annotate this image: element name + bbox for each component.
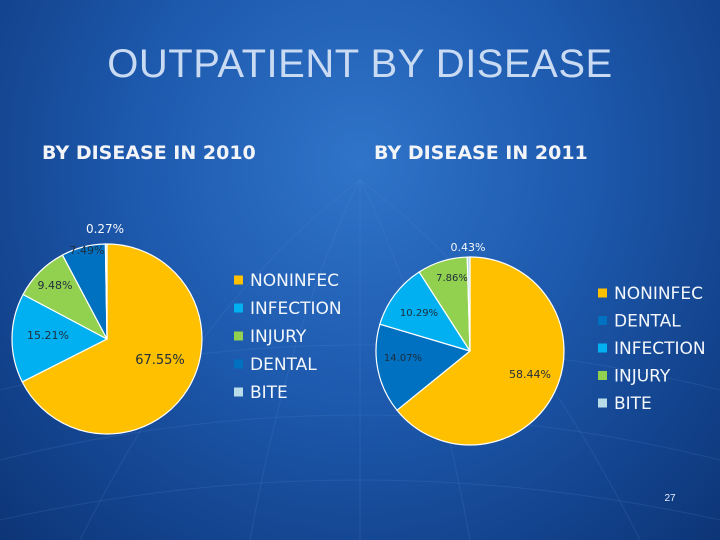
pie-slice-infection bbox=[11, 293, 108, 383]
page-number: 27 bbox=[664, 493, 676, 504]
legend-label-injury: INJURY bbox=[250, 327, 307, 347]
pie-slice-bite bbox=[104, 243, 108, 340]
pie-slice-noninfec bbox=[396, 256, 565, 446]
data-label-injury: 9.48% bbox=[38, 279, 73, 292]
data-label-infection: 15.21% bbox=[27, 329, 69, 342]
legend-label-dental: DENTAL bbox=[250, 355, 317, 375]
legend-swatch-noninfec bbox=[598, 288, 607, 298]
data-label-infection: 10.29% bbox=[400, 308, 438, 319]
legend-swatch-injury bbox=[234, 331, 243, 341]
legend-label-dental: DENTAL bbox=[614, 312, 681, 332]
pie-slice-noninfec bbox=[21, 243, 203, 435]
legend-label-infection: INFECTION bbox=[250, 299, 342, 319]
data-label-bite: 0.43% bbox=[451, 241, 486, 254]
legend-swatch-bite bbox=[598, 398, 607, 408]
legend-label-noninfec: NONINFEC bbox=[614, 284, 703, 304]
data-label-dental: 14.07% bbox=[384, 353, 422, 364]
chart-title-2010: BY DISEASE IN 2010 bbox=[42, 142, 256, 164]
data-label-bite: 0.27% bbox=[86, 222, 124, 236]
pie-0: 67.55% 15.21% 9.48% 7.49% 0.27% NONINFEC INFEC… bbox=[11, 222, 342, 435]
pie-slice-infection bbox=[379, 271, 471, 352]
data-label-noninfec: 58.44% bbox=[509, 368, 551, 381]
legend-label-bite: BITE bbox=[250, 383, 288, 403]
legend-swatch-infection bbox=[598, 343, 607, 353]
chart-title-2011: BY DISEASE IN 2011 bbox=[374, 142, 588, 164]
legend-swatch-injury bbox=[598, 371, 607, 380]
pie-slice-bite bbox=[466, 256, 471, 352]
pie-slice-dental bbox=[375, 323, 471, 411]
legend-label-infection: INFECTION bbox=[614, 339, 706, 359]
data-label-injury: 7.86% bbox=[436, 273, 468, 284]
legend-swatch-infection bbox=[234, 303, 243, 313]
legend-label-noninfec: NONINFEC bbox=[250, 271, 339, 291]
legend-label-injury: INJURY bbox=[614, 367, 671, 387]
legend-swatch-noninfec bbox=[234, 275, 243, 285]
legend-swatch-bite bbox=[234, 387, 243, 397]
legend-label-bite: BITE bbox=[614, 394, 652, 414]
legend-swatch-dental bbox=[598, 316, 607, 325]
legend-swatch-dental bbox=[234, 359, 243, 369]
data-label-dental: 7.49% bbox=[70, 244, 105, 257]
data-label-noninfec: 67.55% bbox=[135, 353, 185, 368]
pie-1: 58.44% 14.07% 10.29% 7.86% 0.43% NONINFEC DENT… bbox=[375, 241, 706, 446]
slide-title: OUTPATIENT BY DISEASE bbox=[107, 42, 613, 86]
